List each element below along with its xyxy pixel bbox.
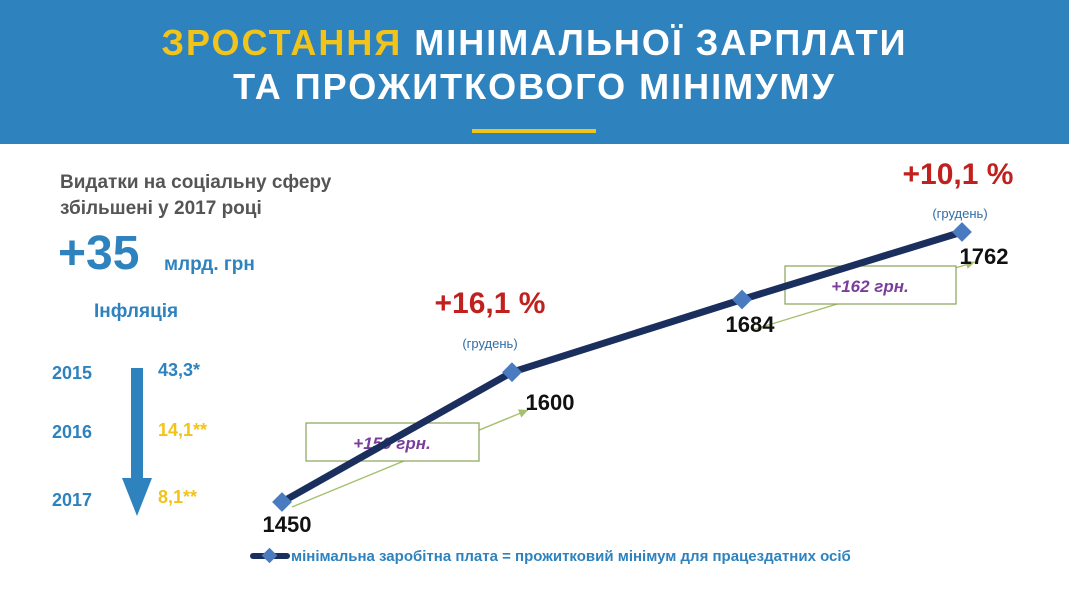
inflation-value-2016: 14,1** xyxy=(158,420,208,440)
data-point-1 xyxy=(502,362,522,383)
annotation-note-1: (грудень) xyxy=(932,206,987,221)
down-arrow-icon xyxy=(122,368,152,516)
header-underline xyxy=(472,129,596,133)
data-point-0 xyxy=(272,492,292,512)
header-banner: ЗРОСТАННЯ МІНІМАЛЬНОЇ ЗАРПЛАТИ ТА ПРОЖИТ… xyxy=(0,0,1069,144)
series-line xyxy=(278,228,966,506)
title-rest: МІНІМАЛЬНОЇ ЗАРПЛАТИ xyxy=(402,22,908,63)
difference-label-1: +162 грн. xyxy=(831,277,908,296)
annotation-percent-1: +10,1 % xyxy=(903,158,1014,191)
difference-arrowhead-1 xyxy=(965,260,975,269)
spending-unit: млрд. грн xyxy=(164,254,255,275)
difference-box-0 xyxy=(305,422,480,462)
spending-value: +35 xyxy=(58,227,140,280)
legend-marker xyxy=(261,547,278,564)
value-label-3: 1762 xyxy=(960,244,1009,269)
annotation-note-0: (грудень) xyxy=(462,336,517,351)
inflation-year-2016: 2016 xyxy=(52,422,93,442)
spending-text-line2: збільшені у 2017 році xyxy=(60,198,262,219)
data-point-2 xyxy=(732,289,752,310)
inflation-year-2017: 2017 xyxy=(52,490,93,510)
title-accent-word: ЗРОСТАННЯ xyxy=(161,22,403,63)
page-title-line1: ЗРОСТАННЯ МІНІМАЛЬНОЇ ЗАРПЛАТИ xyxy=(0,22,1069,64)
inflation-value-2017: 8,1** xyxy=(158,487,198,507)
difference-box-1 xyxy=(784,265,957,305)
inflation-title: Інфляція xyxy=(94,301,179,322)
page-title-line2: ТА ПРОЖИТКОВОГО МІНІМУМУ xyxy=(233,66,836,107)
annotation-percent-0: +16,1 % xyxy=(435,287,546,320)
spending-description: Видатки на соціальну сферу збільшені у 2… xyxy=(60,170,390,222)
legend-label: мінімальна заробітна плата = прожитковий… xyxy=(291,548,851,565)
data-point-3 xyxy=(952,222,972,242)
inflation-year-2015: 2015 xyxy=(52,363,93,383)
value-label-1: 1600 xyxy=(526,390,575,415)
value-label-2: 1684 xyxy=(726,312,776,337)
value-label-0: 1450 xyxy=(263,512,312,537)
difference-arrowhead-0 xyxy=(518,409,528,418)
spending-text-line1: Видатки на соціальну сферу xyxy=(60,172,332,193)
inflation-value-2015: 43,3* xyxy=(158,360,201,380)
